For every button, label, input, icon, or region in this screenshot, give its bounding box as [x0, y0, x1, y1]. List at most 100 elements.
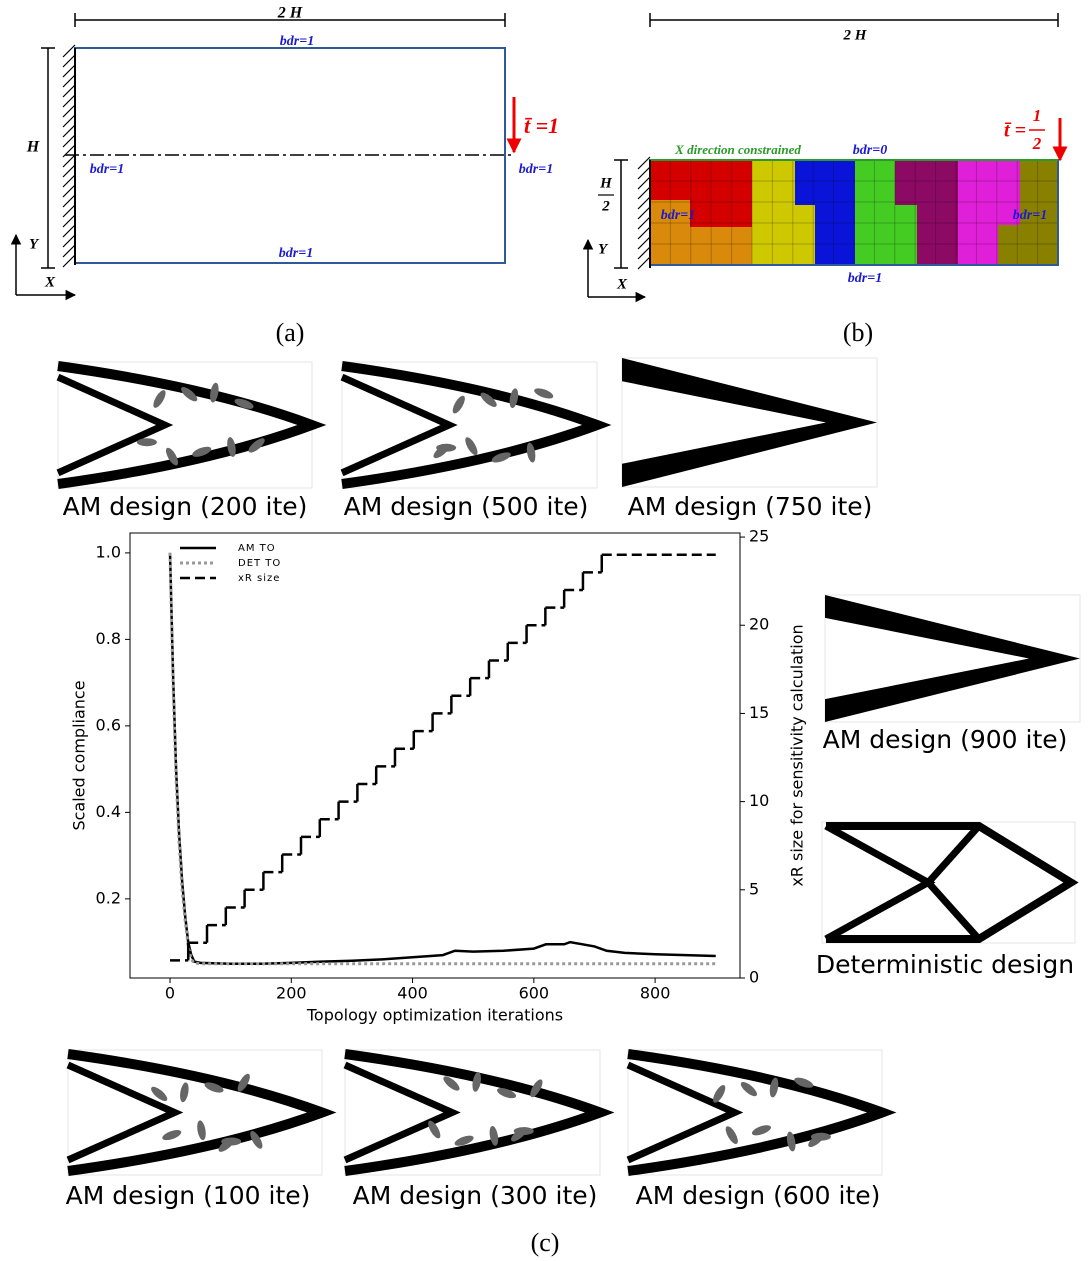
design-caption: AM design (500 ite) [344, 492, 589, 521]
caption: (c) [531, 1228, 560, 1257]
y-tick-label: 0.4 [96, 802, 121, 821]
hatch [638, 167, 650, 179]
design-image [822, 822, 1075, 943]
axis-x-label: X [44, 274, 56, 290]
hatch [63, 55, 75, 67]
height-denominator: 2 [601, 198, 610, 214]
y2-tick-label: 0 [749, 968, 759, 987]
y2-tick-label: 20 [749, 615, 769, 634]
design-image [345, 1050, 600, 1175]
height-numerator: H [599, 175, 613, 191]
image-frame [68, 1050, 322, 1175]
y-tick-label: 0.8 [96, 629, 121, 648]
hatch [63, 245, 75, 257]
hatch [638, 157, 650, 169]
hatch [63, 255, 75, 267]
image-frame [345, 1050, 600, 1175]
panel-a: 2 H H t̄ =1 bdr=1 bdr=1 bdr=1 bdr=1 Y X … [16, 5, 559, 347]
figure: 2 H H t̄ =1 bdr=1 bdr=1 bdr=1 bdr=1 Y X … [0, 0, 1089, 1261]
design-image [622, 358, 877, 487]
hatch [63, 85, 75, 97]
design-image [628, 1050, 882, 1175]
hatch [63, 45, 75, 57]
x-tick-label: 400 [397, 984, 428, 1003]
y2-tick-label: 25 [749, 527, 769, 546]
hatch [63, 175, 75, 187]
series-line [170, 553, 716, 964]
bdr-label: bdr=1 [848, 271, 882, 286]
page: { "panel_a": {"width_label": "2 H", "hei… [0, 0, 1089, 1261]
caption: (b) [843, 318, 873, 347]
x-tick-label: 200 [276, 984, 307, 1003]
design-image [58, 362, 312, 488]
design-caption: Deterministic design [816, 950, 1074, 979]
axis-x-label: X [616, 276, 628, 292]
hatch [638, 237, 650, 249]
hatch [63, 205, 75, 217]
design-caption: AM design (200 ite) [63, 492, 308, 521]
image-frame [628, 1050, 882, 1175]
bdr-label: bdr=1 [90, 162, 124, 177]
width-label: 2 H [843, 27, 868, 43]
series-line [170, 553, 716, 964]
legend-label: DET TO [238, 558, 281, 569]
hatch [638, 177, 650, 189]
hatch [63, 225, 75, 237]
hatch [638, 257, 650, 269]
design-caption: AM design (600 ite) [636, 1181, 881, 1210]
hatch [63, 235, 75, 247]
x-tick-label: 800 [640, 984, 671, 1003]
design-caption: AM design (900 ite) [823, 725, 1068, 754]
design-caption: AM design (750 ite) [628, 492, 873, 521]
hatch [63, 95, 75, 107]
y2-axis-label: xR size for sensitivity calculation [788, 624, 807, 886]
panel-b: 2 H H 2 t̄ = 1 2 X direction constrained… [588, 13, 1060, 347]
axis-y-label: Y [29, 236, 40, 252]
image-frame [822, 822, 1075, 943]
hatch [63, 215, 75, 227]
design-image [68, 1050, 322, 1175]
load-denominator: 2 [1032, 134, 1042, 153]
x-tick-label: 600 [519, 984, 550, 1003]
hatch [638, 207, 650, 219]
y-tick-label: 0.6 [96, 715, 121, 734]
design-caption: AM design (300 ite) [353, 1181, 598, 1210]
bdr-label: bdr=0 [853, 143, 887, 158]
subdomain-blocks [650, 160, 1058, 265]
hatch [63, 185, 75, 197]
plot-frame [130, 533, 740, 978]
height-label: H [26, 139, 40, 156]
y-tick-label: 1.0 [96, 542, 121, 561]
load-label: t̄ = [1004, 120, 1026, 142]
bdr-label: bdr=1 [280, 34, 314, 49]
material-blob [137, 438, 157, 446]
hatch [63, 165, 75, 177]
axis-y-label: Y [598, 241, 609, 257]
image-frame [342, 362, 597, 488]
legend-label: AM TO [238, 543, 276, 554]
hatch [63, 195, 75, 207]
load-label: t̄ =1 [524, 113, 559, 138]
hatch [638, 227, 650, 239]
design-image [342, 362, 597, 488]
y2-tick-label: 5 [749, 879, 759, 898]
legend-label: xR size [238, 573, 280, 584]
bdr-label: bdr=1 [661, 208, 695, 223]
design-caption: AM design (100 ite) [66, 1181, 311, 1210]
hatch [638, 217, 650, 229]
bdr-label: bdr=1 [519, 162, 553, 177]
hatch [63, 65, 75, 77]
load-numerator: 1 [1033, 106, 1042, 125]
y-axis-label: Scaled compliance [70, 680, 89, 830]
width-label: 2 H [277, 5, 303, 22]
hatch [63, 115, 75, 127]
design-image [825, 595, 1080, 722]
caption: (a) [276, 318, 305, 347]
hatch [638, 197, 650, 209]
hatch [63, 135, 75, 147]
hatch [63, 75, 75, 87]
x-axis-label: Topology optimization iterations [306, 1006, 563, 1025]
hatch [63, 105, 75, 117]
hatch [638, 247, 650, 259]
bdr-label: bdr=1 [279, 246, 313, 261]
